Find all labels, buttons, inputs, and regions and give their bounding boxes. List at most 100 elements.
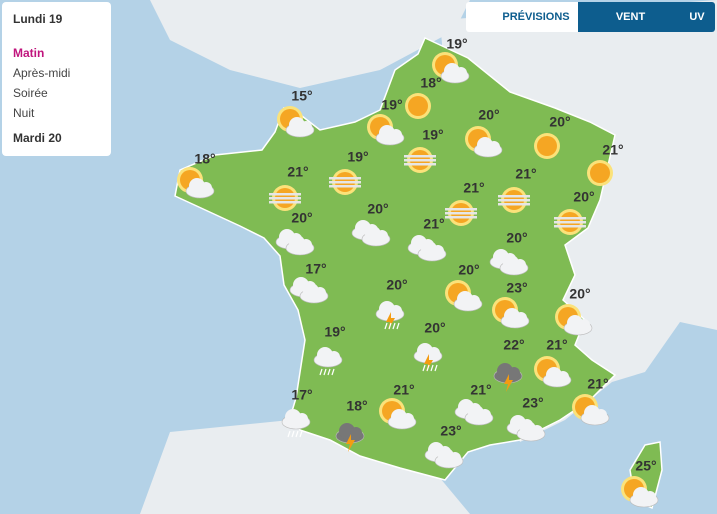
fog bbox=[445, 212, 477, 215]
tab-label: VENT bbox=[615, 11, 646, 23]
cloud bbox=[300, 121, 312, 133]
temperature: 19° bbox=[446, 36, 467, 52]
temperature: 19° bbox=[422, 127, 443, 143]
period-item[interactable]: Après-midi bbox=[13, 66, 71, 80]
temperature: 23° bbox=[440, 423, 461, 439]
rain bbox=[434, 364, 438, 372]
temperature: 21° bbox=[470, 382, 491, 398]
temperature: 19° bbox=[381, 97, 402, 113]
temperature: 20° bbox=[386, 277, 407, 293]
cloud bbox=[328, 351, 340, 363]
cloud bbox=[514, 259, 526, 271]
fog bbox=[329, 177, 361, 180]
rain bbox=[327, 368, 331, 376]
rain bbox=[323, 368, 327, 376]
rain bbox=[384, 322, 388, 330]
bolt bbox=[386, 312, 395, 330]
temperature: 23° bbox=[522, 395, 543, 411]
fog bbox=[498, 203, 530, 206]
cloud bbox=[376, 230, 388, 242]
fog bbox=[269, 197, 301, 200]
fog bbox=[404, 163, 436, 166]
cloud bbox=[515, 312, 527, 324]
temperature: 20° bbox=[458, 262, 479, 278]
tabs: PRÉVISIONS VENT UV bbox=[466, 2, 715, 32]
temperature: 25° bbox=[635, 458, 656, 474]
cloud bbox=[428, 347, 440, 359]
rain bbox=[396, 322, 400, 330]
rain bbox=[291, 430, 295, 438]
temperature: 21° bbox=[463, 180, 484, 196]
fog bbox=[269, 193, 301, 196]
fog bbox=[269, 201, 301, 204]
rain bbox=[422, 364, 426, 372]
temperature: 18° bbox=[420, 75, 441, 91]
fog bbox=[554, 225, 586, 228]
cloud bbox=[350, 427, 362, 439]
temperature: 20° bbox=[424, 320, 445, 336]
fog bbox=[554, 217, 586, 220]
rain bbox=[388, 322, 392, 330]
temperature: 20° bbox=[549, 114, 570, 130]
fog bbox=[498, 195, 530, 198]
cloud bbox=[468, 295, 480, 307]
rain bbox=[319, 368, 323, 376]
day-label[interactable]: Mardi 20 bbox=[13, 131, 62, 145]
fog bbox=[498, 199, 530, 202]
temperature: 21° bbox=[393, 382, 414, 398]
temperature: 18° bbox=[346, 398, 367, 414]
rain bbox=[299, 430, 303, 438]
fog bbox=[404, 155, 436, 158]
bolt bbox=[424, 354, 433, 372]
temperature: 21° bbox=[287, 164, 308, 180]
temperature: 23° bbox=[506, 280, 527, 296]
temperature: 20° bbox=[478, 107, 499, 123]
temperature: 20° bbox=[291, 210, 312, 226]
cloud bbox=[578, 319, 590, 331]
cloud bbox=[449, 452, 461, 464]
tab-label: UV bbox=[689, 11, 705, 23]
fog bbox=[329, 181, 361, 184]
temperature: 20° bbox=[573, 189, 594, 205]
tab[interactable]: PRÉVISIONS bbox=[466, 2, 578, 32]
uk bbox=[150, 0, 470, 88]
day-label: Lundi 19 bbox=[13, 12, 63, 26]
tab[interactable]: UV bbox=[659, 2, 715, 32]
rain bbox=[426, 364, 430, 372]
cloud bbox=[402, 413, 414, 425]
cloud bbox=[390, 129, 402, 141]
cloud bbox=[488, 141, 500, 153]
fog bbox=[329, 185, 361, 188]
temperature: 21° bbox=[587, 376, 608, 392]
bolt bbox=[504, 374, 513, 392]
tab[interactable]: VENT bbox=[578, 2, 659, 32]
period-item[interactable]: Matin bbox=[13, 46, 45, 60]
fog bbox=[554, 221, 586, 224]
cloud bbox=[432, 245, 444, 257]
temperature: 20° bbox=[569, 286, 590, 302]
sun bbox=[537, 136, 557, 156]
cloud bbox=[296, 413, 308, 425]
fog bbox=[404, 159, 436, 162]
cloud bbox=[595, 409, 607, 421]
temperature: 19° bbox=[347, 149, 368, 165]
period-panel: Lundi 19 Matin Après-midi Soirée Nuit Ma… bbox=[2, 2, 111, 156]
cloud bbox=[200, 182, 212, 194]
temperature: 21° bbox=[546, 337, 567, 353]
temperature: 20° bbox=[367, 201, 388, 217]
sun bbox=[590, 163, 610, 183]
cloud bbox=[300, 239, 312, 251]
rain bbox=[287, 430, 291, 438]
temperature: 20° bbox=[506, 230, 527, 246]
temperature: 15° bbox=[291, 88, 312, 104]
rain bbox=[331, 368, 335, 376]
rain bbox=[295, 430, 299, 438]
rain bbox=[430, 364, 434, 372]
bolt bbox=[346, 434, 355, 452]
period-item[interactable]: Nuit bbox=[13, 106, 35, 120]
period-item[interactable]: Soirée bbox=[13, 86, 48, 100]
cloud bbox=[644, 491, 656, 503]
temperature: 18° bbox=[194, 151, 215, 167]
